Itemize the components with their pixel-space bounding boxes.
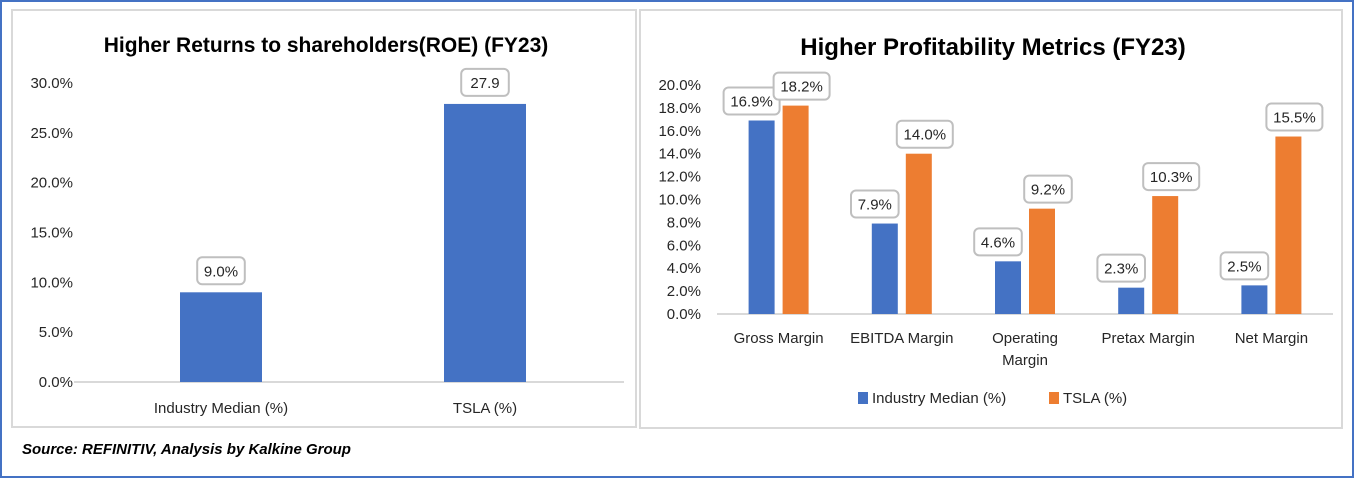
profitability-data-label-tsla-1: 14.0% [895,119,954,149]
profitability-data-label-tsla-2: 9.2% [1023,174,1073,204]
profitability-data-label-industry-3-box [1096,253,1146,283]
roe-x-tick-label: TSLA (%) [453,400,517,417]
roe-y-tick-label: 20.0% [30,175,73,192]
profitability-data-label-industry-3: 2.3% [1096,253,1146,283]
profitability-data-label-industry-1-text: 7.9% [858,197,892,214]
profitability-bar-industry-0 [748,120,775,315]
profitability-y-tick-label: 18.0% [658,100,701,117]
profitability-data-label-industry-2: 4.6% [973,227,1023,257]
profitability-x-tick-label: Margin [1002,352,1048,369]
roe-x-axis: Industry Median (%) TSLA (%) [154,400,517,417]
profitability-x-tick-label: EBITDA Margin [850,330,953,347]
roe-chart-panel: Higher Returns to shareholders(ROE) (FY2… [11,9,637,428]
roe-bar-0 [180,292,262,382]
legend-swatch-tsla [1049,392,1059,404]
profitability-data-label-tsla-3-box [1142,162,1201,192]
profitability-data-label-industry-0-text: 16.9% [730,93,773,110]
profitability-data-label-tsla-4: 15.5% [1265,102,1324,132]
profitability-chart: Higher Profitability Metrics (FY23) 0.0%… [658,34,1333,407]
source-note: Source: REFINITIV, Analysis by Kalkine G… [22,441,351,458]
profitability-data-label-tsla-0-box [772,71,831,101]
legend-label-tsla: TSLA (%) [1063,390,1127,407]
legend-label-industry: Industry Median (%) [872,390,1006,407]
roe-data-label-0-box [196,256,246,286]
roe-data-label-0: 9.0% [196,256,246,286]
roe-y-tick-label: 0.0% [39,374,73,391]
profitability-chart-title: Higher Profitability Metrics (FY23) [800,34,1185,61]
profitability-data-label-tsla-3-text: 10.3% [1150,169,1193,186]
profitability-y-tick-label: 4.0% [667,260,701,277]
profitability-y-tick-label: 20.0% [658,77,701,94]
profitability-y-tick-label: 8.0% [667,214,701,231]
profitability-data-label-industry-0: 16.9% [722,86,781,116]
profitability-x-tick-label: Operating [992,330,1058,347]
profitability-bar-tsla-1 [905,153,932,314]
profitability-data-label-industry-2-box [973,227,1023,257]
profitability-x-tick-label: Gross Margin [734,330,824,347]
profitability-data-label-tsla-3: 10.3% [1142,162,1201,192]
profitability-bar-industry-1 [871,223,898,314]
profitability-data-label-tsla-1-text: 14.0% [904,127,947,144]
profitability-y-tick-label: 12.0% [658,169,701,186]
profitability-y-tick-label: 0.0% [667,306,701,323]
roe-data-label-1: 27.9 [460,67,510,97]
profitability-data-label-industry-4-box [1219,251,1270,281]
roe-data-label-0-text: 9.0% [204,263,238,280]
profitability-data-label-industry-1-box [850,189,900,219]
roe-y-tick-label: 10.0% [30,274,73,291]
legend-swatch-industry [858,392,868,404]
roe-y-axis: 0.0% 5.0% 10.0% 15.0% 20.0% 25.0% 30.0% [30,75,73,391]
profitability-x-tick-label: Net Margin [1235,330,1308,347]
profitability-data-label-tsla-4-text: 15.5% [1273,110,1316,127]
profitability-x-tick-label: Pretax Margin [1102,330,1195,347]
roe-bars: 9.0% 27.9 [180,67,526,383]
profitability-y-tick-label: 2.0% [667,283,701,300]
profitability-legend: Industry Median (%) TSLA (%) [858,390,1127,407]
profitability-data-label-tsla-2-text: 9.2% [1031,182,1065,199]
profitability-bars: 16.9% 18.2% 7.9% 14.0% 4.6% 9.2% 2.3% 10.3% 2.5%… [722,71,1324,315]
roe-y-tick-label: 5.0% [39,324,73,341]
profitability-data-label-tsla-0-text: 18.2% [780,79,823,96]
roe-bar-1 [444,103,526,383]
roe-chart-title: Higher Returns to shareholders(ROE) (FY2… [104,34,549,57]
profitability-bar-industry-4 [1241,285,1268,314]
roe-data-label-1-box [460,67,510,97]
roe-y-tick-label: 25.0% [30,125,73,142]
profitability-bar-tsla-2 [1029,208,1055,314]
roe-y-tick-label: 15.0% [30,225,73,242]
profitability-data-label-industry-2-text: 4.6% [981,234,1015,251]
profitability-data-label-tsla-4-box [1265,102,1324,132]
profitability-bar-industry-2 [995,261,1021,314]
roe-y-tick-label: 30.0% [30,75,73,92]
profitability-y-tick-label: 16.0% [658,123,701,140]
profitability-bar-tsla-0 [782,105,809,314]
roe-chart: Higher Returns to shareholders(ROE) (FY2… [30,34,624,417]
roe-x-tick-label: Industry Median (%) [154,400,288,417]
profitability-data-label-industry-0-box [722,86,781,116]
profitability-data-label-industry-3-text: 2.3% [1104,261,1138,278]
profitability-y-axis: 0.0% 2.0% 4.0% 6.0% 8.0% 10.0% 12.0% 14.0% 16.0%… [658,77,701,323]
profitability-y-tick-label: 10.0% [658,192,701,209]
profitability-y-tick-label: 6.0% [667,237,701,254]
profitability-y-tick-label: 14.0% [658,146,701,163]
profitability-bar-tsla-4 [1275,136,1302,314]
profitability-data-label-tsla-1-box [895,119,954,149]
roe-data-label-1-text: 27.9 [470,75,499,92]
profitability-x-axis: Gross Margin EBITDA Margin Operating Margin… [734,330,1308,369]
profitability-bar-industry-3 [1118,287,1145,314]
profitability-data-label-tsla-0: 18.2% [772,71,831,101]
profitability-data-label-industry-1: 7.9% [850,189,900,219]
profitability-chart-panel: Higher Profitability Metrics (FY23) 0.0%… [639,9,1343,429]
profitability-bar-tsla-3 [1152,196,1179,314]
profitability-data-label-industry-4-text: 2.5% [1227,258,1261,275]
profitability-data-label-industry-4: 2.5% [1219,251,1270,281]
profitability-data-label-tsla-2-box [1023,174,1073,204]
